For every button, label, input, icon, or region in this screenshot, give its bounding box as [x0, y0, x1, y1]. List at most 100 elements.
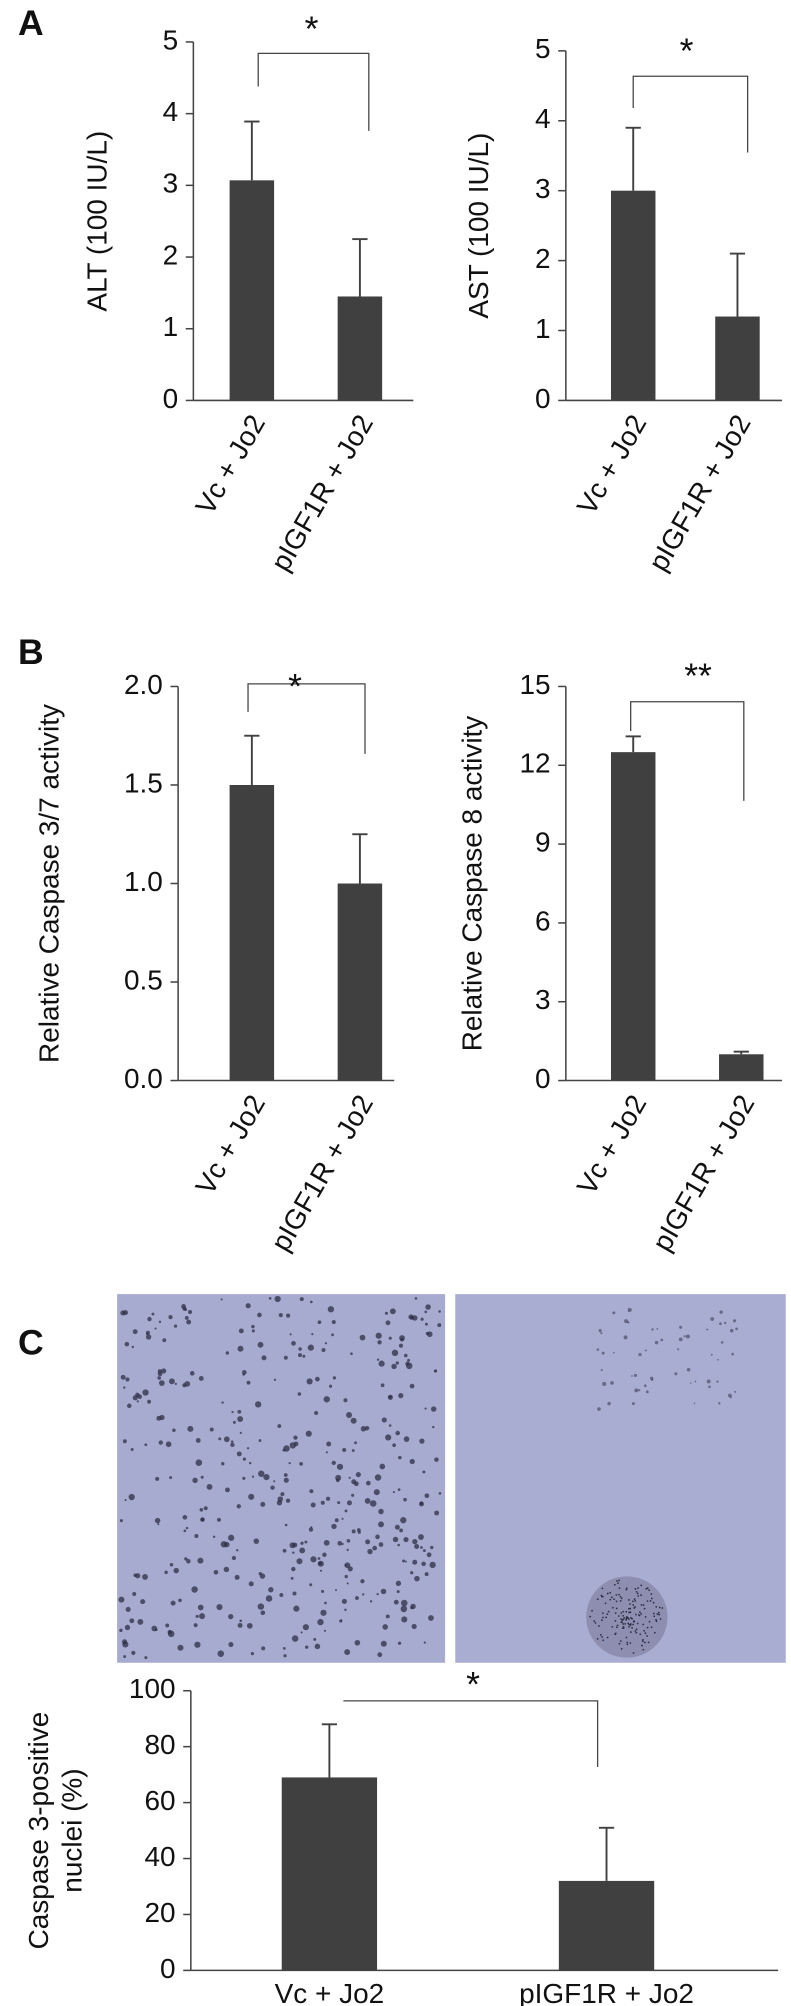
micrograph-dot: [642, 1623, 645, 1626]
micrograph-dot: [236, 1451, 242, 1457]
micrograph-dot: [184, 1557, 188, 1561]
micrograph-dot: [409, 1383, 415, 1389]
micrograph-dot: [629, 1603, 631, 1605]
micrograph-dot: [367, 1548, 373, 1555]
micrograph-dot: [634, 1588, 637, 1590]
micrograph-dot: [351, 1493, 355, 1497]
micrograph-dot: [632, 1623, 634, 1626]
micrograph-dot: [323, 1539, 330, 1546]
micrograph-dot: [292, 1551, 295, 1554]
micrograph-dot: [285, 1313, 291, 1318]
micrograph-dot: [624, 1319, 629, 1324]
micrograph-dot: [327, 1306, 335, 1313]
micrograph-dot: [437, 1323, 442, 1328]
bar: [719, 1054, 764, 1081]
micrograph-dot: [389, 1308, 396, 1315]
y-tick-label: 0: [535, 383, 551, 414]
micrograph-dot: [151, 1312, 155, 1316]
micrograph-dot: [610, 1381, 614, 1385]
y-axis-label: ALT (100 IU/L): [82, 131, 113, 312]
micrograph-dot: [398, 1393, 404, 1399]
bar: [281, 1777, 378, 1971]
micrograph-dot: [425, 1304, 431, 1310]
y-tick-label: 40: [144, 1841, 175, 1872]
micrograph-dot: [430, 1406, 437, 1412]
micrograph-dot: [606, 1613, 609, 1615]
micrograph-dot: [245, 1303, 251, 1309]
micrograph-dot: [616, 1580, 618, 1582]
micrograph-dot: [674, 1372, 678, 1376]
micrograph-dot: [649, 1376, 654, 1380]
micrograph-dot: [355, 1472, 361, 1478]
micrograph-dot: [317, 1557, 321, 1560]
micrograph-dot: [659, 1618, 662, 1620]
micrograph-dot: [317, 1560, 324, 1567]
micrograph-dot: [311, 1333, 314, 1336]
micrograph-dot: [425, 1322, 428, 1326]
micrograph-dot: [735, 1327, 738, 1331]
micrograph-dot: [151, 1625, 158, 1632]
micrograph-dot: [600, 1332, 603, 1335]
micrograph-dot: [221, 1462, 225, 1466]
micrograph-dot: [602, 1612, 604, 1615]
micrograph-dot: [360, 1579, 365, 1584]
micrograph-dot: [423, 1641, 426, 1644]
micrograph-dot: [346, 1548, 349, 1552]
micrograph-dot: [350, 1417, 357, 1424]
micrograph-dot: [387, 1394, 393, 1400]
micrograph-dot: [407, 1358, 411, 1362]
micrograph-dot: [313, 1637, 317, 1641]
micrograph-dot: [376, 1592, 379, 1596]
micrograph-dot: [251, 1475, 255, 1478]
micrograph-dot: [638, 1353, 642, 1357]
panel-label: B: [18, 632, 44, 672]
micrograph-dot: [661, 1607, 664, 1609]
micrograph-dot: [142, 1574, 148, 1580]
micrograph-dot: [412, 1538, 418, 1545]
micrograph-dot: [261, 1355, 267, 1361]
micrograph-dot: [384, 1311, 388, 1315]
micrograph-dot: [396, 1590, 400, 1594]
micrograph-dot: [263, 1473, 270, 1481]
micrograph-dot: [395, 1361, 399, 1365]
micrograph-dot: [620, 1618, 623, 1620]
micrograph-dot: [217, 1650, 225, 1658]
micrograph-dot: [234, 1574, 240, 1580]
micrograph-dot: [174, 1382, 177, 1386]
micrograph-dot: [334, 1518, 339, 1523]
micrograph-dot: [655, 1620, 658, 1623]
micrograph-dot: [302, 1624, 309, 1631]
micrograph-dot: [122, 1310, 129, 1316]
micrograph-dot: [634, 1600, 637, 1602]
micrograph-dot: [424, 1310, 428, 1314]
micrograph-dot: [147, 1316, 152, 1322]
micrograph-dot: [631, 1627, 633, 1629]
micrograph-dot: [597, 1407, 601, 1411]
micrograph-dot: [238, 1328, 244, 1334]
bar: [337, 883, 383, 1081]
x-tick-label: pIGF1R + Jo2: [642, 409, 756, 576]
micrograph-dot: [341, 1598, 347, 1604]
micrograph-dot: [644, 1641, 646, 1644]
micrograph-dot: [199, 1507, 204, 1512]
micrograph-dot: [615, 1600, 618, 1603]
x-tick-label: pIGF1R + Jo2: [519, 1978, 694, 2006]
micrograph-dot: [299, 1461, 304, 1466]
micrograph-dot: [248, 1461, 252, 1465]
micrograph-dot: [195, 1438, 201, 1443]
micrograph-dot: [438, 1492, 442, 1495]
micrograph-dot: [283, 1477, 289, 1483]
micrograph-dot: [246, 1447, 250, 1450]
micrograph-dot: [622, 1623, 625, 1625]
micrograph-dot: [360, 1426, 367, 1432]
micrograph-dot: [650, 1626, 653, 1629]
micrograph-dot: [167, 1630, 175, 1638]
micrograph-dot: [398, 1455, 402, 1460]
micrograph-dot: [284, 1523, 288, 1527]
micrograph-dot: [289, 1542, 296, 1549]
micrograph-dot: [300, 1631, 303, 1634]
significance-bracket: [630, 701, 745, 801]
micrograph-dot: [321, 1589, 325, 1593]
micrograph-dot: [168, 1378, 175, 1385]
micrograph-dot: [184, 1308, 187, 1312]
